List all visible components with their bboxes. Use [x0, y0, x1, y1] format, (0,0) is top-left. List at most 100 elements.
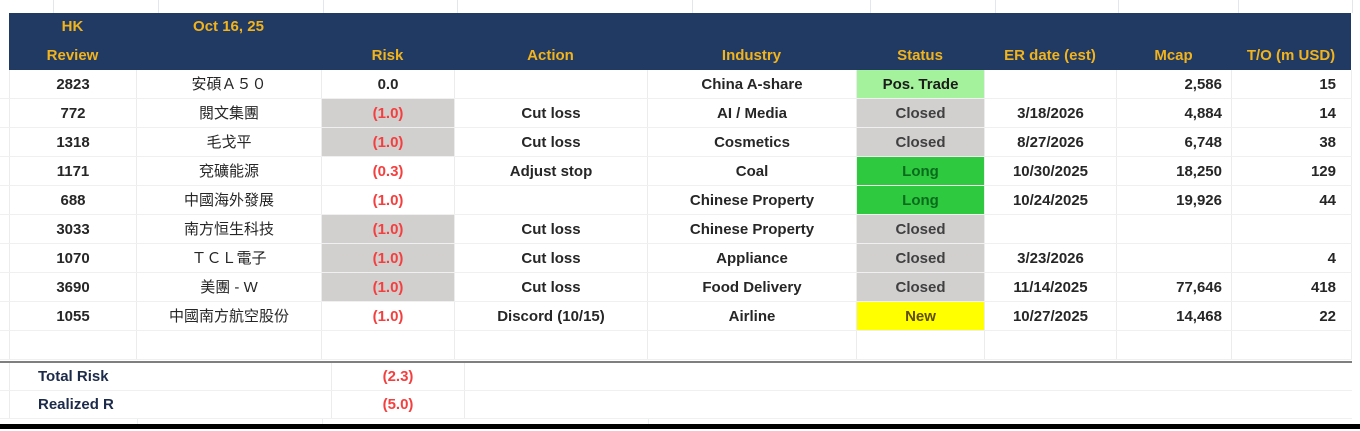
turnover-cell[interactable]: 14 — [1232, 99, 1352, 127]
stock-code-cell[interactable] — [10, 331, 137, 359]
mcap-cell[interactable]: 2,586 — [1117, 70, 1232, 98]
mcap-cell[interactable]: 18,250 — [1117, 157, 1232, 185]
industry-cell[interactable]: Chinese Property — [648, 215, 857, 243]
action-cell[interactable] — [455, 331, 648, 359]
stock-name-cell[interactable] — [137, 331, 322, 359]
industry-cell[interactable] — [648, 331, 857, 359]
stock-name-cell[interactable]: 南方恒生科技 — [137, 215, 322, 243]
totals-separator — [0, 360, 1352, 363]
industry-cell[interactable]: AI / Media — [648, 99, 857, 127]
stock-name-cell[interactable]: 中國南方航空股份 — [137, 302, 322, 330]
status-badge[interactable]: Closed — [857, 244, 985, 272]
turnover-cell[interactable]: 4 — [1232, 244, 1352, 272]
mcap-cell[interactable]: 14,468 — [1117, 302, 1232, 330]
er-date-cell[interactable] — [985, 70, 1117, 98]
stock-code-cell[interactable]: 1171 — [10, 157, 137, 185]
action-cell[interactable]: Adjust stop — [455, 157, 648, 185]
stock-name-cell[interactable]: ＴＣＬ電子 — [137, 244, 322, 272]
mcap-cell[interactable]: 4,884 — [1117, 99, 1232, 127]
status-badge[interactable]: Closed — [857, 128, 985, 156]
stock-name-cell[interactable]: 中國海外發展 — [137, 186, 322, 214]
industry-cell[interactable]: Coal — [648, 157, 857, 185]
risk-cell[interactable]: 0.0 — [322, 70, 455, 98]
left-margin — [0, 157, 10, 185]
risk-cell[interactable]: (1.0) — [322, 273, 455, 301]
column-header-turnover: T/O (m USD) — [1246, 47, 1336, 64]
status-badge[interactable] — [857, 331, 985, 359]
totals-value[interactable]: (2.3) — [332, 363, 465, 390]
er-date-cell[interactable]: 10/27/2025 — [985, 302, 1117, 330]
mcap-cell[interactable]: 19,926 — [1117, 186, 1232, 214]
turnover-cell[interactable] — [1232, 215, 1352, 243]
totals-label[interactable]: Total Risk — [10, 363, 332, 390]
action-cell[interactable]: Discord (10/15) — [455, 302, 648, 330]
er-date-cell[interactable]: 10/24/2025 — [985, 186, 1117, 214]
mcap-cell[interactable] — [1117, 331, 1232, 359]
mcap-cell[interactable] — [1117, 215, 1232, 243]
status-badge[interactable]: Closed — [857, 99, 985, 127]
status-badge[interactable]: New — [857, 302, 985, 330]
stock-code-cell[interactable]: 2823 — [10, 70, 137, 98]
er-date-cell[interactable]: 3/23/2026 — [985, 244, 1117, 272]
stock-name-cell[interactable]: 美團 - W — [137, 273, 322, 301]
turnover-cell[interactable]: 418 — [1232, 273, 1352, 301]
stock-name-cell[interactable]: 毛戈平 — [137, 128, 322, 156]
mcap-cell[interactable]: 6,748 — [1117, 128, 1232, 156]
table-row: 3690 美團 - W (1.0) Cut loss Food Delivery… — [0, 273, 1352, 302]
stock-name-cell[interactable]: 兗礦能源 — [137, 157, 322, 185]
industry-cell[interactable]: Airline — [648, 302, 857, 330]
risk-cell[interactable]: (0.3) — [322, 157, 455, 185]
risk-cell[interactable]: (1.0) — [322, 244, 455, 272]
table-row: 772 閱文集團 (1.0) Cut loss AI / Media Close… — [0, 99, 1352, 128]
risk-cell[interactable]: (1.0) — [322, 186, 455, 214]
status-badge[interactable]: Pos. Trade — [857, 70, 985, 98]
risk-cell[interactable]: (1.0) — [322, 99, 455, 127]
stock-code-cell[interactable]: 688 — [10, 186, 137, 214]
action-cell[interactable] — [455, 186, 648, 214]
er-date-cell[interactable]: 11/14/2025 — [985, 273, 1117, 301]
er-date-cell[interactable] — [985, 331, 1117, 359]
status-badge[interactable]: Long — [857, 157, 985, 185]
stock-name-cell[interactable]: 閱文集團 — [137, 99, 322, 127]
risk-cell[interactable]: (1.0) — [322, 128, 455, 156]
action-cell[interactable]: Cut loss — [455, 273, 648, 301]
action-cell[interactable]: Cut loss — [455, 128, 648, 156]
risk-cell[interactable]: (1.0) — [322, 302, 455, 330]
turnover-cell[interactable]: 22 — [1232, 302, 1352, 330]
er-date-cell[interactable] — [985, 215, 1117, 243]
stock-code-cell[interactable]: 772 — [10, 99, 137, 127]
turnover-cell[interactable]: 38 — [1232, 128, 1352, 156]
totals-value[interactable]: (5.0) — [332, 391, 465, 418]
turnover-cell[interactable]: 44 — [1232, 186, 1352, 214]
stock-code-cell[interactable]: 1070 — [10, 244, 137, 272]
mcap-cell[interactable]: 77,646 — [1117, 273, 1232, 301]
turnover-cell[interactable]: 129 — [1232, 157, 1352, 185]
industry-cell[interactable]: Cosmetics — [648, 128, 857, 156]
status-badge[interactable]: Closed — [857, 273, 985, 301]
risk-cell[interactable]: (1.0) — [322, 215, 455, 243]
action-cell[interactable]: Cut loss — [455, 99, 648, 127]
action-cell[interactable]: Cut loss — [455, 215, 648, 243]
er-date-cell[interactable]: 10/30/2025 — [985, 157, 1117, 185]
status-badge[interactable]: Long — [857, 186, 985, 214]
risk-cell[interactable] — [322, 331, 455, 359]
er-date-cell[interactable]: 3/18/2026 — [985, 99, 1117, 127]
totals-label[interactable]: Realized R — [10, 391, 332, 418]
turnover-cell[interactable]: 15 — [1232, 70, 1352, 98]
action-cell[interactable]: Cut loss — [455, 244, 648, 272]
industry-cell[interactable]: Appliance — [648, 244, 857, 272]
industry-cell[interactable]: Chinese Property — [648, 186, 857, 214]
stock-code-cell[interactable]: 1055 — [10, 302, 137, 330]
er-date-cell[interactable]: 8/27/2026 — [985, 128, 1117, 156]
stock-name-cell[interactable]: 安碩Ａ５０ — [137, 70, 322, 98]
industry-cell[interactable]: China A-share — [648, 70, 857, 98]
industry-cell[interactable]: Food Delivery — [648, 273, 857, 301]
turnover-cell[interactable] — [1232, 331, 1352, 359]
stock-code-cell[interactable]: 1318 — [10, 128, 137, 156]
action-cell[interactable] — [455, 70, 648, 98]
mcap-cell[interactable] — [1117, 244, 1232, 272]
stock-code-cell[interactable]: 3690 — [10, 273, 137, 301]
status-badge[interactable]: Closed — [857, 215, 985, 243]
left-margin — [0, 391, 10, 418]
stock-code-cell[interactable]: 3033 — [10, 215, 137, 243]
